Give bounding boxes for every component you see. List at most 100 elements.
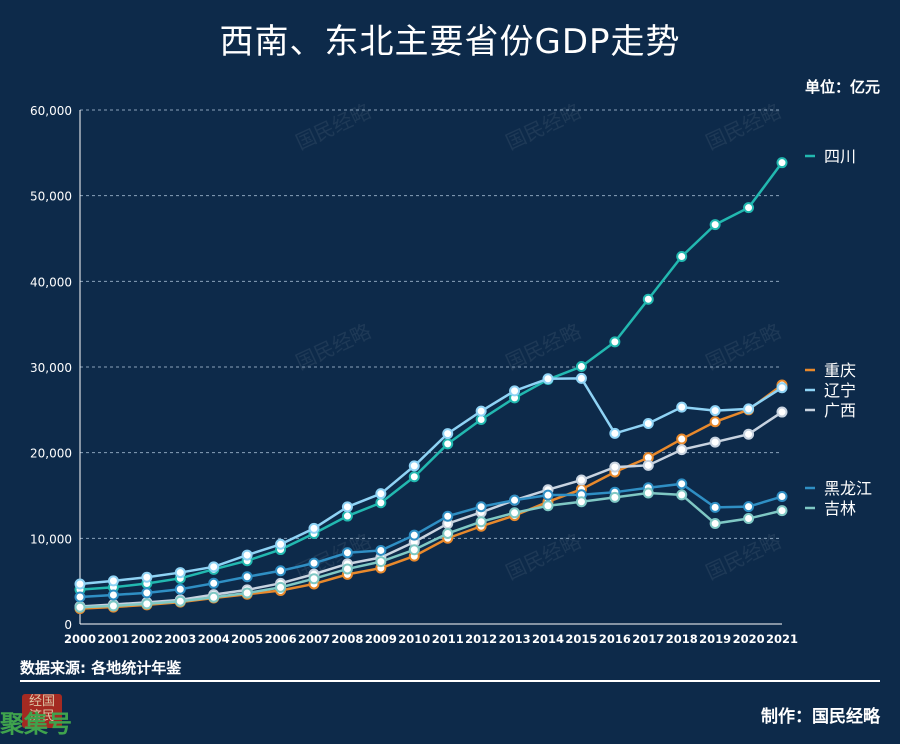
data-point (676, 433, 688, 445)
data-point (475, 516, 487, 528)
data-point (743, 403, 755, 415)
data-point (709, 436, 721, 448)
data-point (776, 157, 788, 169)
data-point (575, 496, 587, 508)
data-point (275, 538, 287, 550)
data-point (609, 491, 621, 503)
x-tick-label: 2014 (532, 632, 564, 646)
seal-icon: 经国 济民 (22, 694, 62, 728)
data-point (375, 556, 387, 568)
data-point (676, 444, 688, 456)
brand-logo: 经国 济民 聚集号 (0, 690, 90, 744)
chart-title: 西南、东北主要省份GDP走势 (219, 22, 681, 62)
x-tick-label: 2002 (131, 632, 163, 646)
data-point (408, 460, 420, 472)
legend-label: 辽宁 (824, 381, 856, 400)
watermark-text: 国民经略 (292, 99, 375, 155)
data-point (575, 372, 587, 384)
watermark-text: 国民经略 (502, 319, 585, 375)
data-point (776, 406, 788, 418)
x-tick-label: 2006 (265, 632, 297, 646)
data-point (375, 544, 387, 556)
data-point (609, 461, 621, 473)
data-point (709, 405, 721, 417)
data-point (642, 459, 654, 471)
x-tick-label: 2009 (365, 632, 397, 646)
data-point (776, 491, 788, 503)
legend-label: 广西 (824, 401, 856, 420)
watermark-text: 国民经略 (702, 99, 785, 155)
series-line (79, 482, 783, 599)
data-point (743, 428, 755, 440)
data-point (341, 501, 353, 513)
x-tick-label: 2010 (398, 632, 430, 646)
data-point (609, 336, 621, 348)
source-label: 数据来源: 各地统计年鉴 (20, 659, 182, 677)
data-point (509, 494, 521, 506)
data-point (74, 591, 86, 603)
data-point (308, 557, 320, 569)
data-point (609, 427, 621, 439)
divider (20, 680, 880, 682)
x-tick-label: 2001 (97, 632, 129, 646)
data-point (442, 428, 454, 440)
watermark-text: 国民经略 (702, 529, 785, 585)
x-tick-label: 2015 (565, 632, 597, 646)
data-point (107, 589, 119, 601)
series-line (79, 411, 783, 608)
x-tick-label: 2018 (666, 632, 698, 646)
series-line (79, 491, 783, 609)
y-tick-label: 10,000 (30, 532, 72, 546)
data-point (408, 471, 420, 483)
legend-label: 重庆 (824, 361, 856, 380)
data-point (74, 578, 86, 590)
data-point (509, 507, 521, 519)
legend-label: 四川 (824, 147, 856, 166)
data-point (776, 505, 788, 517)
data-point (141, 571, 153, 583)
x-tick-label: 2016 (599, 632, 631, 646)
watermark-text: 国民经略 (502, 529, 585, 585)
data-point (575, 361, 587, 373)
data-point (676, 478, 688, 490)
data-point (642, 417, 654, 429)
x-tick-label: 2008 (331, 632, 363, 646)
x-tick-label: 2019 (699, 632, 731, 646)
x-tick-label: 2000 (64, 632, 96, 646)
data-point (575, 474, 587, 486)
data-point (442, 438, 454, 450)
y-tick-label: 30,000 (30, 361, 72, 375)
data-point (241, 587, 253, 599)
data-point (308, 573, 320, 585)
data-point (341, 510, 353, 522)
data-point (375, 497, 387, 509)
data-point (74, 601, 86, 613)
data-point (375, 488, 387, 500)
data-point (709, 416, 721, 428)
data-point (308, 522, 320, 534)
data-point (275, 581, 287, 593)
y-tick-label: 20,000 (30, 447, 72, 461)
maker-label: 制作：国民经略 (761, 707, 880, 727)
x-tick-label: 2007 (298, 632, 330, 646)
x-tick-label: 2021 (766, 632, 798, 646)
x-tick-label: 2003 (164, 632, 196, 646)
data-point (743, 202, 755, 214)
watermark-text: 国民经略 (292, 319, 375, 375)
data-point (174, 595, 186, 607)
data-point (676, 401, 688, 413)
data-point (642, 487, 654, 499)
x-tick-label: 2013 (499, 632, 531, 646)
data-point (341, 547, 353, 559)
data-point (208, 577, 220, 589)
data-point (208, 591, 220, 603)
data-point (141, 587, 153, 599)
logo-text: 聚集号 (0, 710, 72, 738)
x-tick-label: 2017 (632, 632, 664, 646)
data-point (509, 385, 521, 397)
y-tick-label: 50,000 (30, 190, 72, 204)
x-tick-label: 2005 (231, 632, 263, 646)
data-point (107, 600, 119, 612)
data-point (208, 561, 220, 573)
